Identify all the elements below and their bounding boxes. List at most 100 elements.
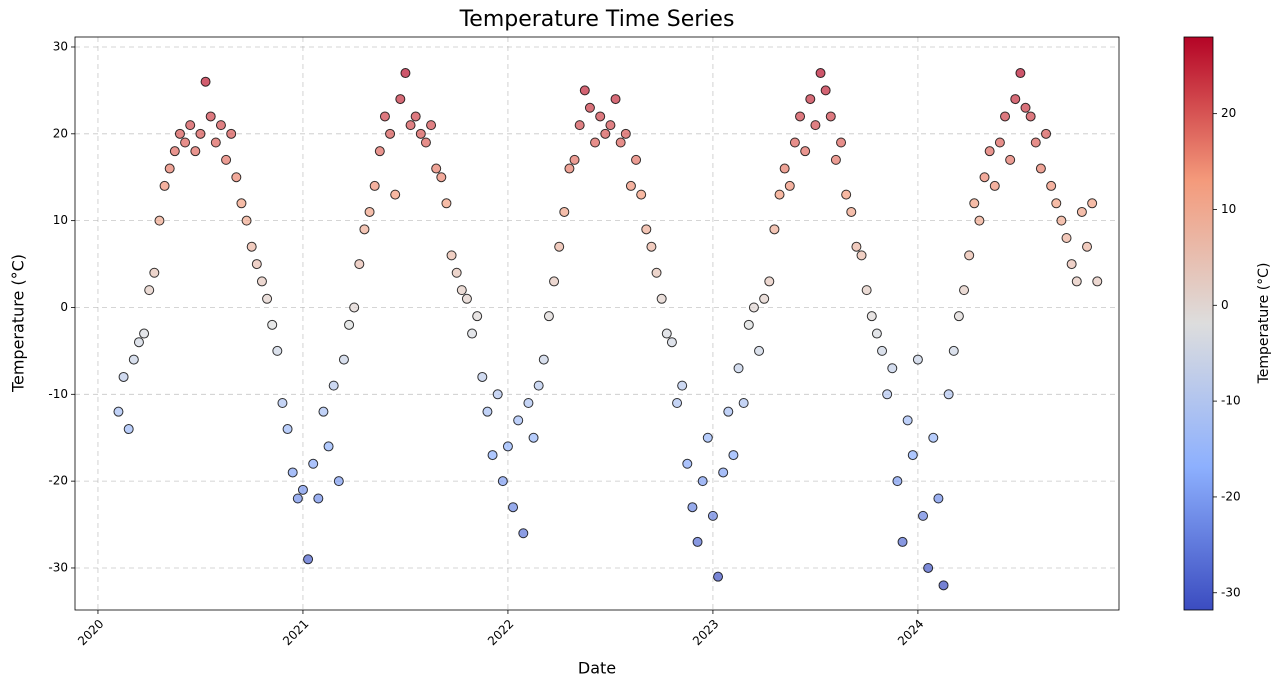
point: [600, 128, 611, 139]
point: [846, 206, 857, 217]
point: [595, 111, 606, 122]
point: [1020, 102, 1031, 113]
point: [1000, 111, 1011, 122]
point: [738, 397, 749, 408]
point: [1030, 137, 1041, 148]
point: [677, 380, 688, 391]
point: [359, 224, 370, 235]
point: [918, 510, 929, 521]
point: [661, 328, 672, 339]
point: [728, 450, 739, 461]
point: [718, 467, 729, 478]
point: [113, 406, 124, 417]
point: [564, 163, 575, 174]
point: [784, 180, 795, 191]
point: [815, 68, 826, 79]
y-tick-label: 0: [60, 300, 68, 314]
point: [492, 389, 503, 400]
colorbar: [1183, 36, 1214, 611]
point: [902, 415, 913, 426]
point: [436, 172, 447, 183]
x-tick-label: 2021: [280, 617, 311, 648]
point: [774, 189, 785, 200]
point: [308, 458, 319, 469]
point: [431, 163, 442, 174]
point: [974, 215, 985, 226]
point: [641, 224, 652, 235]
point: [1025, 111, 1036, 122]
point: [825, 111, 836, 122]
point: [1046, 180, 1057, 191]
point: [123, 424, 134, 435]
point: [605, 120, 616, 131]
point: [139, 328, 150, 339]
point: [615, 137, 626, 148]
point: [190, 146, 201, 157]
point: [513, 415, 524, 426]
point: [144, 285, 155, 296]
point: [415, 128, 426, 139]
point: [282, 424, 293, 435]
point: [1010, 94, 1021, 105]
point: [328, 380, 339, 391]
point: [195, 128, 206, 139]
point: [646, 241, 657, 252]
point: [795, 111, 806, 122]
colorbar-tick-label: 10: [1221, 202, 1236, 216]
point: [154, 215, 165, 226]
point: [287, 467, 298, 478]
point: [523, 397, 534, 408]
colorbar-label: Temperature (°C): [1256, 263, 1272, 385]
point: [610, 94, 621, 105]
point: [1015, 68, 1026, 79]
point: [303, 554, 314, 565]
point: [871, 328, 882, 339]
point: [559, 206, 570, 217]
point: [461, 293, 472, 304]
y-axis-label: Temperature (°C): [9, 254, 28, 393]
point: [246, 241, 257, 252]
point: [989, 180, 1000, 191]
point: [830, 154, 841, 165]
point: [887, 363, 898, 374]
point: [256, 276, 267, 287]
point: [482, 406, 493, 417]
point: [928, 432, 939, 443]
point: [882, 389, 893, 400]
point: [451, 267, 462, 278]
point: [149, 267, 160, 278]
point: [497, 476, 508, 487]
y-tick-label: 10: [53, 213, 68, 227]
point: [959, 285, 970, 296]
point: [754, 345, 765, 356]
point: [841, 189, 852, 200]
point: [215, 120, 226, 131]
point: [379, 111, 390, 122]
point: [713, 571, 724, 582]
point: [1041, 128, 1052, 139]
point: [687, 502, 698, 513]
point: [390, 189, 401, 200]
point: [733, 363, 744, 374]
point: [984, 146, 995, 157]
point: [1071, 276, 1082, 287]
colorbar-tick-label: 20: [1221, 106, 1236, 120]
point: [420, 137, 431, 148]
point: [994, 137, 1005, 148]
point: [231, 172, 242, 183]
point: [636, 189, 647, 200]
point: [1056, 215, 1067, 226]
colorbar-tick-label: -30: [1221, 585, 1241, 599]
y-tick-label: -10: [48, 387, 68, 401]
point: [323, 441, 334, 452]
point: [467, 328, 478, 339]
y-tick-label: -20: [48, 474, 68, 488]
point: [318, 406, 329, 417]
point: [820, 85, 831, 96]
point: [297, 484, 308, 495]
point: [1051, 198, 1062, 209]
point: [625, 180, 636, 191]
x-tick-label: 2020: [75, 617, 106, 648]
point: [789, 137, 800, 148]
point: [164, 163, 175, 174]
